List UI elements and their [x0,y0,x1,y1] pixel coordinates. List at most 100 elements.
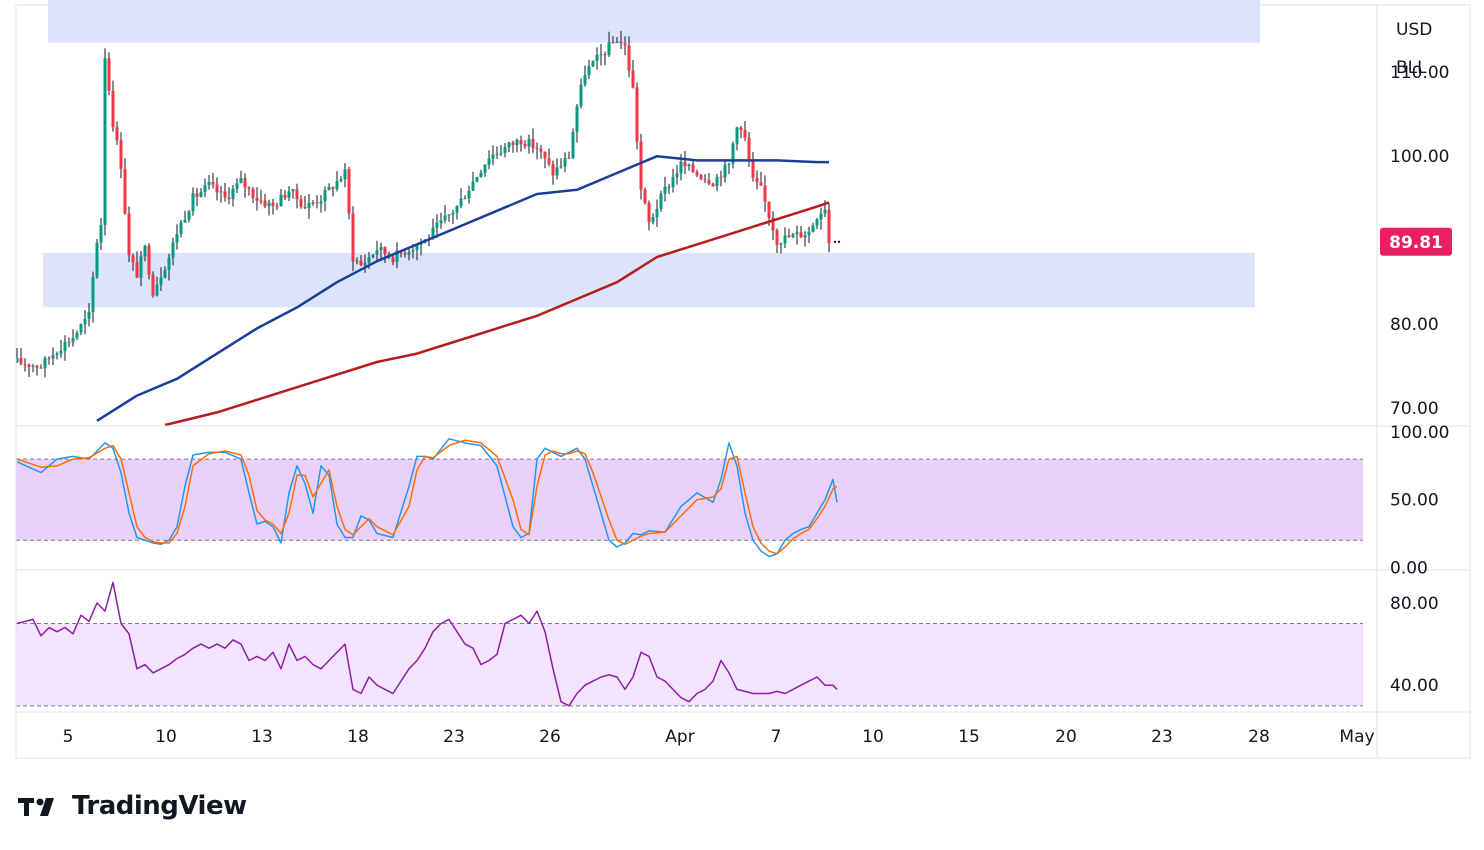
candle-body[interactable] [719,176,723,178]
candle-body[interactable] [51,355,55,359]
candle-body[interactable] [15,358,19,362]
candle-body[interactable] [535,148,539,150]
candle-body[interactable] [243,178,247,188]
candle-body[interactable] [247,187,251,189]
candle-body[interactable] [787,235,791,238]
candle-body[interactable] [679,161,683,174]
candle-body[interactable] [519,140,523,144]
candle-body[interactable] [571,132,575,159]
candle-body[interactable] [575,106,579,133]
candle-body[interactable] [439,220,443,224]
candle-body[interactable] [627,45,631,71]
candle-body[interactable] [203,185,207,193]
candle-body[interactable] [75,332,79,338]
candle-body[interactable] [383,246,387,254]
candle-body[interactable] [755,177,759,183]
candle-body[interactable] [303,206,307,209]
candle-body[interactable] [595,54,599,61]
candle-body[interactable] [675,173,679,178]
candle-body[interactable] [279,194,283,207]
candle-body[interactable] [255,197,259,201]
candle-body[interactable] [367,257,371,263]
candle-body[interactable] [791,234,795,238]
candle-body[interactable] [151,274,155,296]
candle-body[interactable] [379,246,383,251]
candle-body[interactable] [43,358,47,369]
candle-body[interactable] [67,341,71,343]
candle-body[interactable] [563,157,567,167]
candle-body[interactable] [651,217,655,223]
candle-body[interactable] [811,225,815,232]
candle-body[interactable] [455,206,459,213]
candle-body[interactable] [635,87,639,142]
candle-body[interactable] [547,158,551,165]
currency-label[interactable]: USD [1396,20,1432,40]
candle-body[interactable] [179,222,183,234]
candle-body[interactable] [35,365,39,368]
candle-body[interactable] [599,54,603,56]
candle-body[interactable] [111,90,115,128]
candle-body[interactable] [447,214,451,216]
candle-body[interactable] [703,178,707,180]
candle-body[interactable] [463,198,467,200]
candle-body[interactable] [619,41,623,44]
candle-body[interactable] [123,168,127,214]
candle-body[interactable] [131,255,135,263]
candle-body[interactable] [291,189,295,192]
candle-body[interactable] [251,188,255,198]
candle-body[interactable] [107,58,111,91]
candle-body[interactable] [27,364,31,367]
candle-body[interactable] [99,224,103,243]
candle-body[interactable] [795,232,799,235]
candle-body[interactable] [551,164,555,176]
candle-body[interactable] [591,60,595,67]
candle-body[interactable] [127,213,131,256]
candle-body[interactable] [579,84,583,107]
candle-body[interactable] [751,159,755,178]
candle-body[interactable] [583,75,587,85]
candle-body[interactable] [735,127,739,144]
candle-body[interactable] [331,187,335,190]
candle-body[interactable] [823,209,827,214]
candle-body[interactable] [139,256,143,278]
candle-body[interactable] [759,182,763,186]
candle-body[interactable] [71,337,75,343]
candle-body[interactable] [55,353,59,356]
candle-body[interactable] [711,183,715,187]
brand-logo[interactable]: TradingView [18,786,247,826]
candle-body[interactable] [371,254,375,258]
candle-body[interactable] [299,199,303,207]
candle-body[interactable] [223,191,227,198]
candle-body[interactable] [199,192,203,197]
candle-body[interactable] [827,209,831,244]
candle-body[interactable] [671,177,675,187]
candle-body[interactable] [507,142,511,148]
candle-body[interactable] [783,235,787,244]
candle-body[interactable] [307,202,311,209]
candle-body[interactable] [287,191,291,198]
candle-body[interactable] [263,200,267,207]
candle-body[interactable] [163,270,167,278]
candle-body[interactable] [231,188,235,199]
candle-body[interactable] [23,363,27,365]
candle-body[interactable] [327,187,331,190]
candle-body[interactable] [559,166,563,168]
candle-body[interactable] [39,367,43,369]
candle-body[interactable] [803,235,807,238]
candle-body[interactable] [615,41,619,43]
candle-body[interactable] [491,154,495,159]
candle-body[interactable] [103,58,107,225]
candle-body[interactable] [807,231,811,236]
candle-body[interactable] [727,163,731,165]
candle-body[interactable] [631,70,635,88]
candle-body[interactable] [91,277,95,313]
candle-body[interactable] [31,365,35,367]
candle-body[interactable] [347,169,351,214]
candle-body[interactable] [691,164,695,173]
candle-body[interactable] [815,219,819,226]
candle-body[interactable] [143,245,147,257]
candle-body[interactable] [275,206,279,208]
candle-body[interactable] [607,42,611,55]
candle-body[interactable] [95,242,99,278]
candle-body[interactable] [335,181,339,190]
